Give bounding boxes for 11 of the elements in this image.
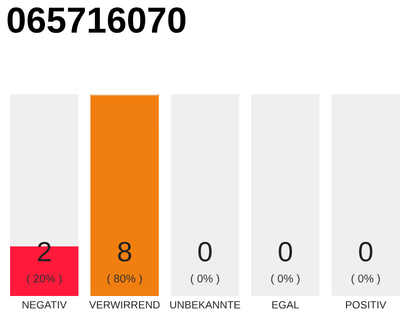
- x-tick-label: POSITIV: [346, 301, 386, 309]
- x-tick-label: EGAL: [272, 301, 299, 309]
- x-tick-label: NEGATIV: [22, 301, 67, 309]
- data-label: 0 ( 0% ): [271, 242, 300, 285]
- chart-title: 065716070: [8, 7, 186, 33]
- data-label: 2 ( 20% ): [27, 242, 62, 285]
- data-label: 8 ( 80% ): [107, 242, 142, 285]
- data-label: 0 ( 0% ): [352, 242, 380, 285]
- x-tick-label: UNBEKANNTE: [170, 301, 240, 309]
- data-label: 0 ( 0% ): [190, 242, 220, 285]
- x-tick-label: VERWIRREND: [89, 301, 160, 308]
